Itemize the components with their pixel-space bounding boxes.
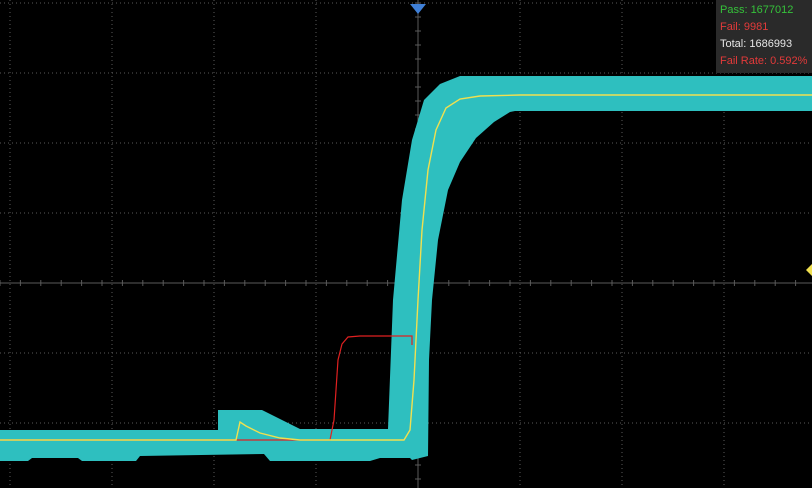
pass-fail-statistics-panel: Pass: 1677012 Fail: 9981 Total: 1686993 …: [716, 0, 812, 73]
waveform-trace: [0, 94, 812, 441]
arrow-left-icon[interactable]: [806, 264, 812, 276]
fail-count-label: Fail: 9981: [720, 21, 769, 33]
total-count-label: Total: 1686993: [720, 38, 793, 50]
pass-count-label: Pass: 1677012: [720, 4, 794, 16]
trace-layer: [0, 94, 812, 441]
pass-fail-mask: [0, 76, 812, 461]
triangle-down-icon[interactable]: [410, 4, 426, 14]
mask-template: [0, 76, 812, 461]
failed-waveform-trace: [0, 335, 413, 441]
fail-rate-label: Fail Rate: 0.592%: [720, 55, 808, 67]
